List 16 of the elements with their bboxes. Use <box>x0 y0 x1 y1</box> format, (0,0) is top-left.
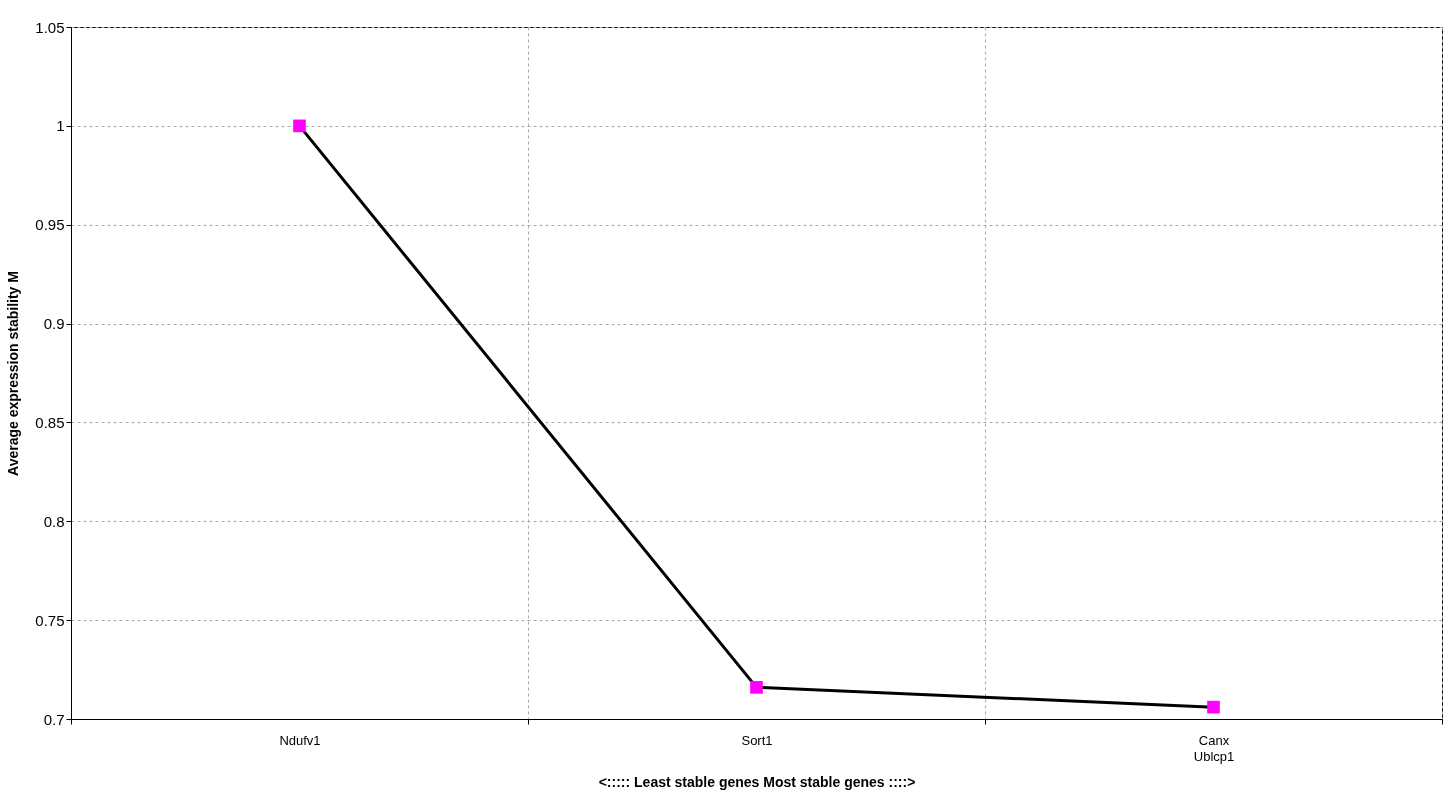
y-tick-label: 1 <box>56 117 65 135</box>
point <box>293 119 306 133</box>
point <box>750 681 763 694</box>
y-axis-title: Average expression stability M <box>5 271 22 476</box>
point <box>1207 700 1220 714</box>
y-tick-label: 1.05 <box>35 18 65 36</box>
y-tick-label: 0.7 <box>43 710 65 728</box>
x-axis-title: <::::: Least stable genes Most stable genes ::::> <box>598 773 916 790</box>
x-tick-label: Sort1 <box>741 732 773 748</box>
y-tick-label: 0.95 <box>35 216 65 234</box>
y-tick-label: 0.8 <box>43 512 65 530</box>
x-tick-label: Ndufv1 <box>279 732 321 748</box>
y-tick-label: 0.75 <box>35 611 65 629</box>
y-tick-label: 0.9 <box>43 315 65 333</box>
y-tick-label: 0.85 <box>35 413 65 431</box>
x-tick-label: Canx Ublcp1 <box>1193 732 1235 764</box>
